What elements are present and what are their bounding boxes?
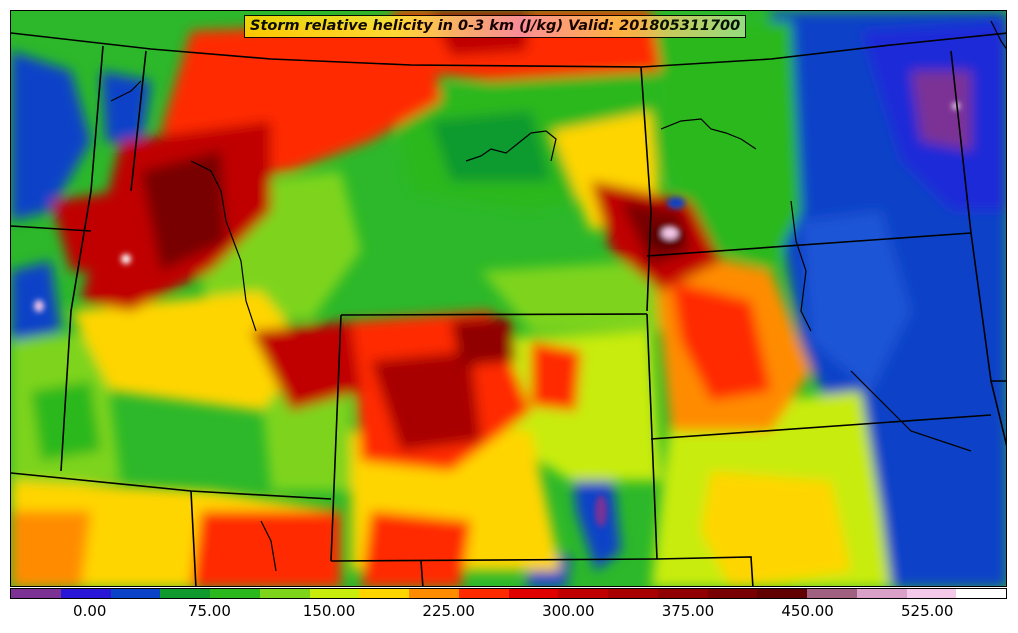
colorbar-segment	[757, 589, 807, 598]
colorbar-tick-label: 525.00	[900, 602, 954, 620]
colorbar-tick-label: 300.00	[542, 602, 595, 620]
colorbar-tick-label: 0.00	[73, 602, 107, 620]
colorbar-tick-label: 450.00	[781, 602, 834, 620]
border-ne-ks	[650, 414, 992, 440]
map-title: Storm relative helicity in 0-3 km (J/kg)…	[244, 15, 747, 38]
colorbar-segment	[508, 589, 559, 598]
rivers-lakes	[110, 20, 1006, 572]
colorbar-segment	[608, 589, 658, 598]
border-co-west	[330, 314, 342, 562]
colorbar-segment	[409, 589, 459, 598]
colorbar-segment	[458, 589, 509, 598]
helicity-fill	[11, 11, 1006, 586]
border-wy-ne	[640, 66, 652, 312]
border-south-ks	[656, 556, 754, 586]
colorbar-segment	[210, 589, 260, 598]
colorbar-tick-label: 225.00	[422, 602, 475, 620]
colorbar-segment	[60, 589, 111, 598]
border-co-ks	[646, 313, 658, 560]
colorbar-segment	[657, 589, 708, 598]
colorbar-segment	[11, 589, 61, 598]
colorbar-segment	[110, 589, 161, 598]
border-nm	[420, 560, 424, 586]
border-co-south	[330, 558, 658, 562]
colorbar-segment	[856, 589, 907, 598]
colorbar-segment	[160, 589, 210, 598]
colorbar-segment	[906, 589, 957, 598]
border-co-north	[340, 313, 648, 316]
border-nd-mn	[950, 50, 1006, 382]
border-mt-west	[60, 45, 104, 472]
colorbar-tick-labels: 0.00 75.00 150.00 225.00 300.00 375.00 450.00 5…	[0, 602, 1018, 626]
colorbar-tick-label: 150.00	[302, 602, 356, 620]
border-sd-ne	[646, 232, 972, 257]
border-north	[11, 32, 1006, 68]
colorbar	[10, 588, 1007, 599]
border-id-wy	[130, 50, 147, 192]
colorbar-segment	[956, 589, 1006, 598]
colorbar-segment	[309, 589, 360, 598]
colorbar-tick-label: 375.00	[661, 602, 715, 620]
border-ia	[990, 380, 1006, 447]
border-wy-west	[11, 225, 92, 232]
colorbar-segment	[259, 589, 310, 598]
state-boundaries	[11, 32, 1006, 586]
map-panel	[10, 10, 1007, 587]
helicity-spots	[34, 103, 960, 527]
colorbar-segment	[359, 589, 409, 598]
colorbar-tick-label: 75.00	[187, 602, 231, 620]
colorbar-segment	[558, 589, 608, 598]
colorbar-segment	[807, 589, 857, 598]
border-az-nm	[190, 490, 197, 586]
helicity-contour-map	[11, 11, 1006, 586]
colorbar-segment	[707, 589, 758, 598]
